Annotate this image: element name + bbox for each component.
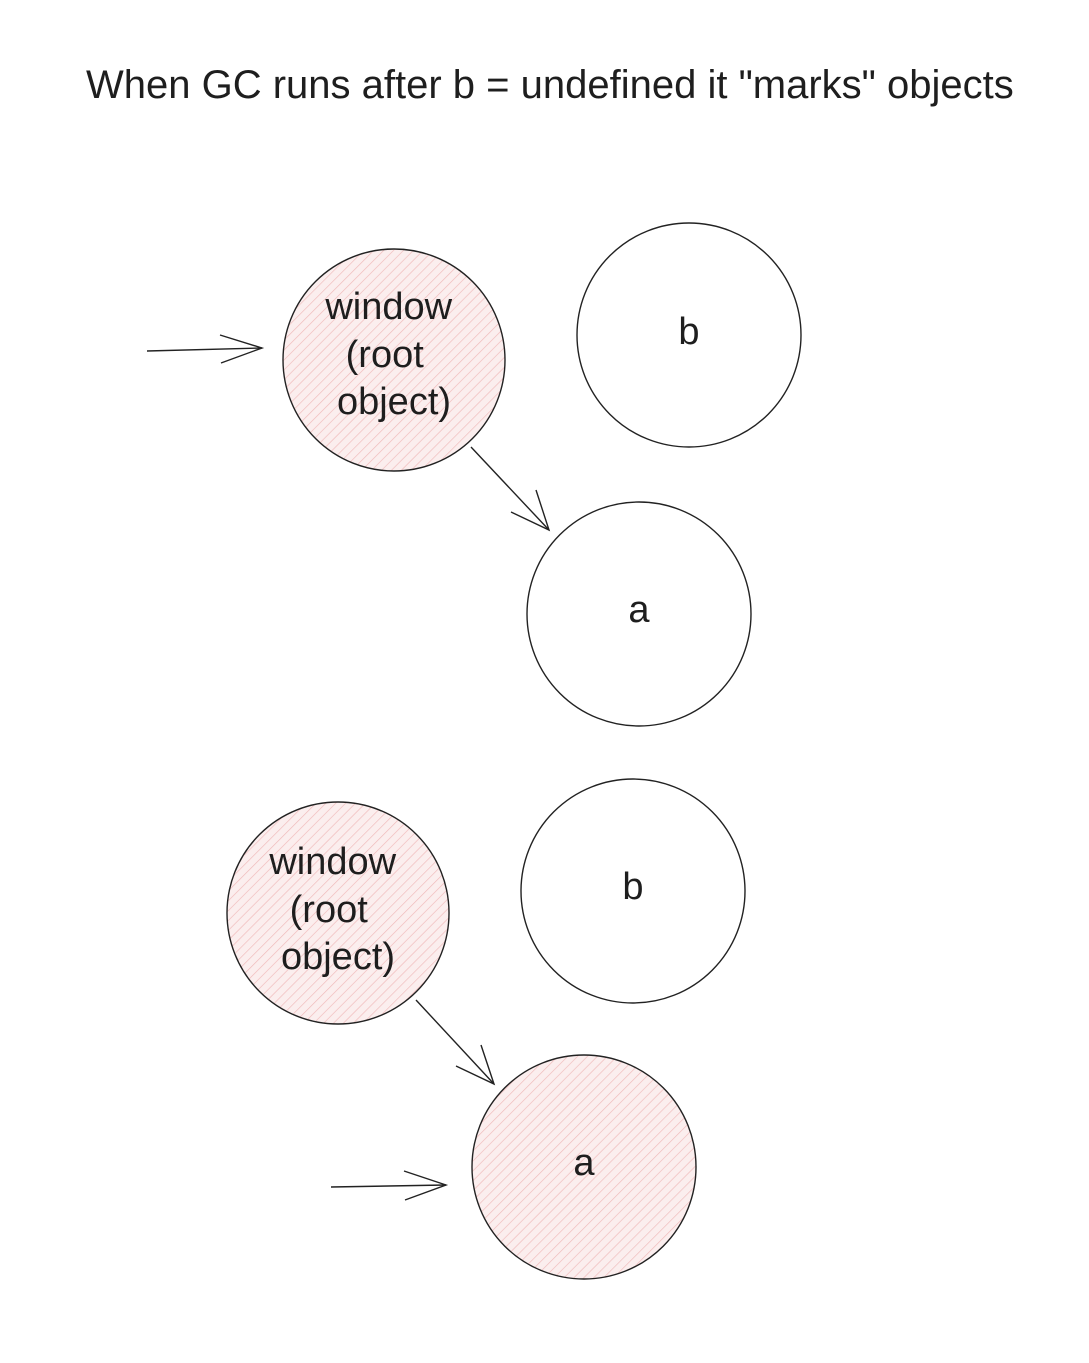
node-label-line: window — [268, 841, 396, 883]
node-window: window (root object) — [226, 801, 450, 1025]
node-label-line: window — [324, 286, 452, 328]
reference-arrow-window-to-a — [470, 446, 551, 532]
root-pointer-arrow — [146, 334, 265, 364]
node-label-line: object) — [337, 381, 451, 423]
node-a: a — [471, 1054, 697, 1280]
node-label-line: b — [678, 311, 699, 353]
node-label-line: b — [622, 866, 643, 908]
diagram-1: window (root object) b a — [146, 222, 802, 727]
node-window-label: window (root object) — [268, 841, 406, 978]
node-label-line: (root — [346, 334, 425, 376]
mark-pointer-arrow — [330, 1170, 449, 1201]
diagram-2: window (root object) b a — [226, 778, 746, 1280]
node-b: b — [576, 222, 802, 448]
node-window: window (root object) — [282, 248, 506, 472]
diagram-title: When GC runs after b = undefined it "mar… — [86, 63, 1014, 107]
node-a-label: a — [628, 589, 650, 631]
node-b-label: b — [622, 866, 643, 908]
node-b-label: b — [678, 311, 699, 353]
node-label-line: a — [628, 589, 650, 631]
node-label-line: (root — [290, 889, 369, 931]
node-label-line: a — [573, 1142, 595, 1184]
node-label-line: object) — [281, 936, 395, 978]
node-b: b — [520, 778, 746, 1004]
node-a-label: a — [573, 1142, 595, 1184]
reference-arrow-window-to-a — [415, 999, 496, 1086]
node-a: a — [526, 501, 752, 727]
node-window-label: window (root object) — [324, 286, 462, 423]
